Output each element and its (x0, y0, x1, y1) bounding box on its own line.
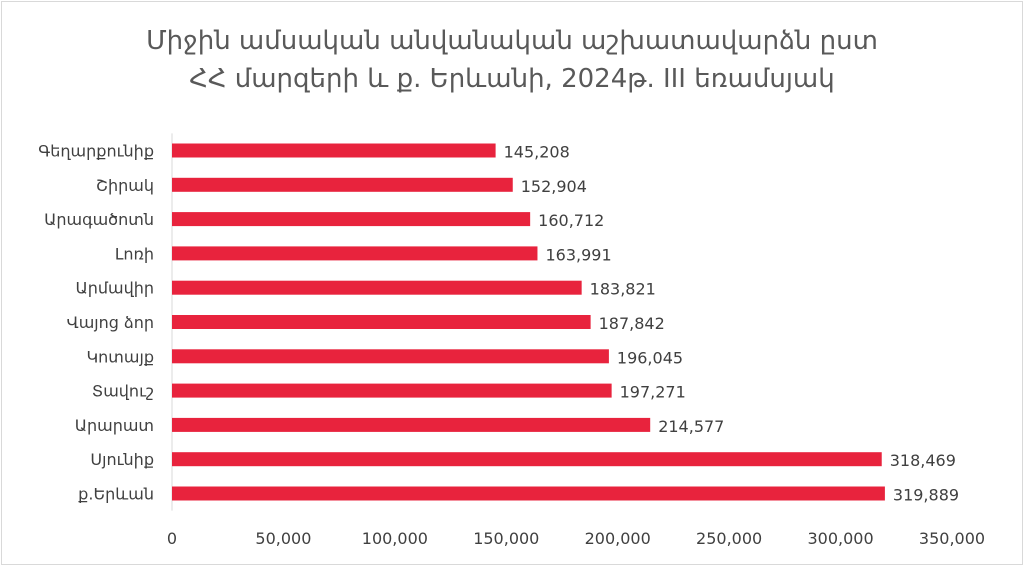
category-label: Վայոց ձոր (67, 313, 154, 332)
chart-title-line-2: ՀՀ մարզերի և ք. Երևանի, 2024թ. III եռամս… (189, 64, 835, 94)
bar (172, 383, 612, 398)
bars (172, 143, 885, 501)
x-tick-label: 100,000 (362, 529, 428, 548)
category-label: Գեղարքունիք (38, 142, 154, 161)
x-tick-label: 250,000 (696, 529, 762, 548)
data-labels: 145,208 152,904 160,712 163,991 183,821 187,8… (504, 143, 959, 505)
x-tick-label: 300,000 (807, 529, 873, 548)
category-label: Արմավիր (75, 279, 154, 298)
x-tick-label: 200,000 (585, 529, 651, 548)
bar (172, 212, 531, 227)
data-label: 197,271 (620, 383, 686, 402)
category-labels: Գեղարքունիք Շիրակ Արագածոտն Լոռի Արմավիր Վայո… (38, 142, 154, 504)
bar (172, 417, 651, 432)
bar (172, 486, 885, 501)
x-tick-label: 0 (167, 529, 177, 548)
data-label: 152,904 (521, 177, 587, 196)
x-tick-label: 150,000 (473, 529, 539, 548)
data-label: 318,469 (890, 451, 956, 470)
data-label: 160,712 (538, 211, 604, 230)
category-label: ք.Երևան (78, 485, 154, 504)
data-label: 319,889 (893, 486, 959, 505)
category-label: Շիրակ (96, 176, 154, 195)
data-label: 187,842 (599, 314, 665, 333)
chart-title-line-1: Միջին ամսական անվանական աշխատավարձն ըստ (146, 26, 878, 56)
data-label: 196,045 (617, 348, 683, 367)
bar (172, 349, 609, 364)
category-label: Տավուշ (92, 382, 154, 401)
bar (172, 246, 538, 261)
data-label: 163,991 (545, 245, 611, 264)
data-label: 214,577 (658, 417, 724, 436)
category-label: Կոտայք (86, 347, 154, 366)
x-tick-label: 50,000 (255, 529, 311, 548)
bar (172, 315, 591, 329)
chart-title: Միջին ամսական անվանական աշխատավարձն ըստ … (0, 22, 1024, 98)
category-label: Արագածոտն (44, 210, 154, 229)
value-axis-tick-labels: 0 50,000 100,000 150,000 200,000 250,000 300,0… (167, 529, 985, 548)
data-label: 145,208 (504, 143, 570, 162)
bar (172, 452, 882, 467)
x-tick-label: 350,000 (919, 529, 985, 548)
bar (172, 280, 582, 295)
category-label: Սյունիք (90, 450, 154, 469)
bar (172, 143, 496, 158)
data-label: 183,821 (590, 280, 656, 299)
bar (172, 177, 513, 192)
category-label: Արարատ (75, 416, 154, 435)
category-label: Լոռի (115, 244, 154, 263)
